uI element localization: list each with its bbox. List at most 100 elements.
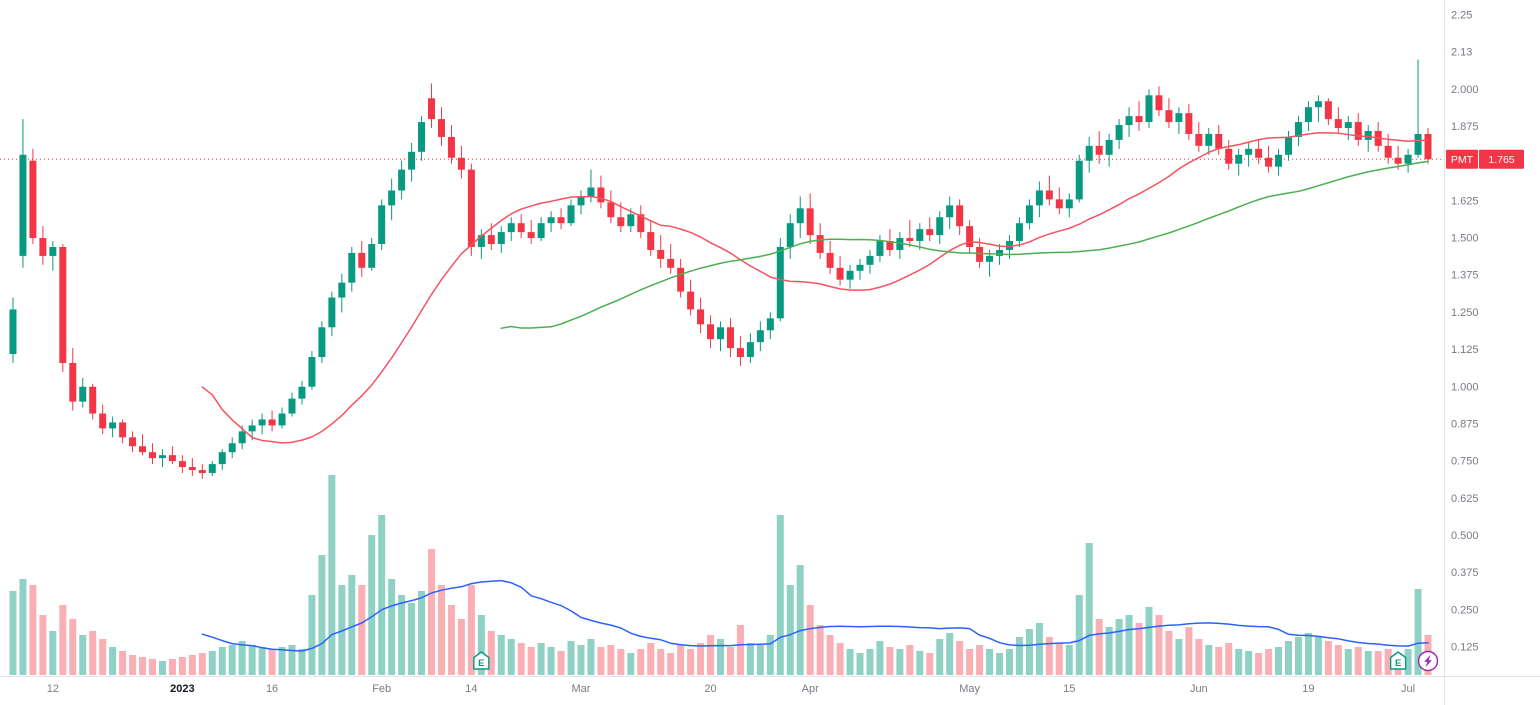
volume-bar[interactable] (308, 595, 316, 675)
volume-bar[interactable] (926, 653, 934, 675)
volume-bar[interactable] (896, 649, 904, 675)
volume-bar[interactable] (1165, 631, 1173, 675)
candle-body[interactable] (228, 443, 236, 453)
volume-bar[interactable] (637, 649, 645, 675)
candle-body[interactable] (607, 202, 615, 218)
volume-bar[interactable] (627, 653, 635, 675)
volume-bar[interactable] (497, 635, 505, 675)
volume-bar[interactable] (1195, 639, 1203, 675)
candle-body[interactable] (986, 255, 994, 262)
volume-bar[interactable] (667, 653, 675, 675)
volume-bar[interactable] (786, 585, 794, 675)
volume-bar[interactable] (1155, 615, 1163, 675)
price-label-ticker-bg[interactable] (1446, 149, 1478, 169)
candle-body[interactable] (59, 246, 67, 363)
candle-body[interactable] (178, 461, 186, 468)
candle-body[interactable] (547, 217, 555, 224)
volume-bar[interactable] (168, 659, 176, 675)
candle-body[interactable] (278, 413, 286, 426)
volume-bar[interactable] (1294, 637, 1302, 675)
volume-bar[interactable] (1334, 645, 1342, 675)
candle-body[interactable] (119, 422, 127, 438)
volume-bar[interactable] (846, 649, 854, 675)
volume-bar[interactable] (607, 645, 615, 675)
volume-bar[interactable] (687, 649, 695, 675)
candle-body[interactable] (587, 187, 595, 197)
volume-bar[interactable] (328, 475, 336, 675)
volume-bar[interactable] (617, 649, 625, 675)
volume-bar[interactable] (1235, 649, 1243, 675)
candle-body[interactable] (1185, 113, 1193, 134)
candle-body[interactable] (398, 169, 406, 191)
volume-bar[interactable] (487, 631, 495, 675)
candle-body[interactable] (1245, 148, 1253, 155)
candle-body[interactable] (1384, 145, 1392, 158)
candle-body[interactable] (1285, 136, 1293, 155)
candle-body[interactable] (388, 190, 396, 206)
candle-body[interactable] (368, 244, 376, 268)
candle-body[interactable] (358, 252, 366, 268)
volume-bar[interactable] (338, 585, 346, 675)
candle-body[interactable] (487, 235, 495, 245)
volume-bar[interactable] (1025, 629, 1033, 675)
volume-bar[interactable] (1135, 623, 1143, 675)
volume-bar[interactable] (707, 635, 715, 675)
candle-body[interactable] (168, 455, 176, 462)
volume-bar[interactable] (258, 647, 266, 675)
candle-body[interactable] (1195, 133, 1203, 146)
candle-body[interactable] (637, 214, 645, 233)
candle-body[interactable] (946, 205, 954, 218)
candle-body[interactable] (418, 122, 426, 152)
candle-body[interactable] (836, 267, 844, 280)
candle-body[interactable] (726, 327, 734, 349)
volume-bar[interactable] (158, 661, 166, 675)
candle-body[interactable] (627, 214, 635, 227)
candle-body[interactable] (597, 187, 605, 203)
candle-body[interactable] (188, 467, 196, 471)
candle-body[interactable] (667, 258, 675, 268)
volume-bar[interactable] (178, 657, 186, 675)
price-label-value-bg[interactable] (1479, 149, 1524, 169)
candle-body[interactable] (1235, 154, 1243, 164)
volume-bar[interactable] (457, 619, 465, 675)
volume-bar[interactable] (946, 633, 954, 675)
volume-bar[interactable] (1384, 649, 1392, 675)
candle-body[interactable] (99, 413, 107, 429)
volume-bar[interactable] (1185, 627, 1193, 675)
candle-body[interactable] (1314, 101, 1322, 108)
candle-body[interactable] (1215, 133, 1223, 149)
candle-body[interactable] (966, 226, 974, 247)
candle-body[interactable] (338, 282, 346, 298)
volume-bar[interactable] (1265, 649, 1273, 675)
volume-bar[interactable] (1304, 633, 1312, 675)
candle-body[interactable] (477, 235, 485, 247)
candle-body[interactable] (1165, 110, 1173, 123)
volume-bar[interactable] (577, 645, 585, 675)
volume-bar[interactable] (398, 595, 406, 675)
candle-body[interactable] (617, 217, 625, 227)
candle-body[interactable] (328, 297, 336, 328)
volume-bar[interactable] (39, 615, 47, 675)
volume-bar[interactable] (976, 645, 984, 675)
candle-body[interactable] (198, 470, 206, 474)
candle-body[interactable] (218, 452, 226, 465)
candle-body[interactable] (717, 327, 724, 340)
candle-body[interactable] (577, 196, 585, 206)
volume-bar[interactable] (477, 615, 485, 675)
candle-body[interactable] (348, 252, 356, 283)
candle-body[interactable] (537, 223, 545, 239)
volume-bar[interactable] (966, 649, 974, 675)
volume-bar[interactable] (1075, 595, 1083, 675)
candle-body[interactable] (467, 169, 475, 247)
candle-body[interactable] (1354, 122, 1362, 140)
candle-body[interactable] (776, 246, 784, 319)
candle-body[interactable] (1225, 148, 1233, 164)
volume-bar[interactable] (238, 641, 246, 675)
volume-bar[interactable] (527, 647, 535, 675)
volume-bar[interactable] (318, 555, 326, 675)
candle-body[interactable] (437, 119, 445, 137)
candle-body[interactable] (906, 238, 914, 242)
candle-body[interactable] (1155, 95, 1163, 111)
candle-body[interactable] (796, 208, 804, 224)
volume-bar[interactable] (378, 515, 386, 675)
